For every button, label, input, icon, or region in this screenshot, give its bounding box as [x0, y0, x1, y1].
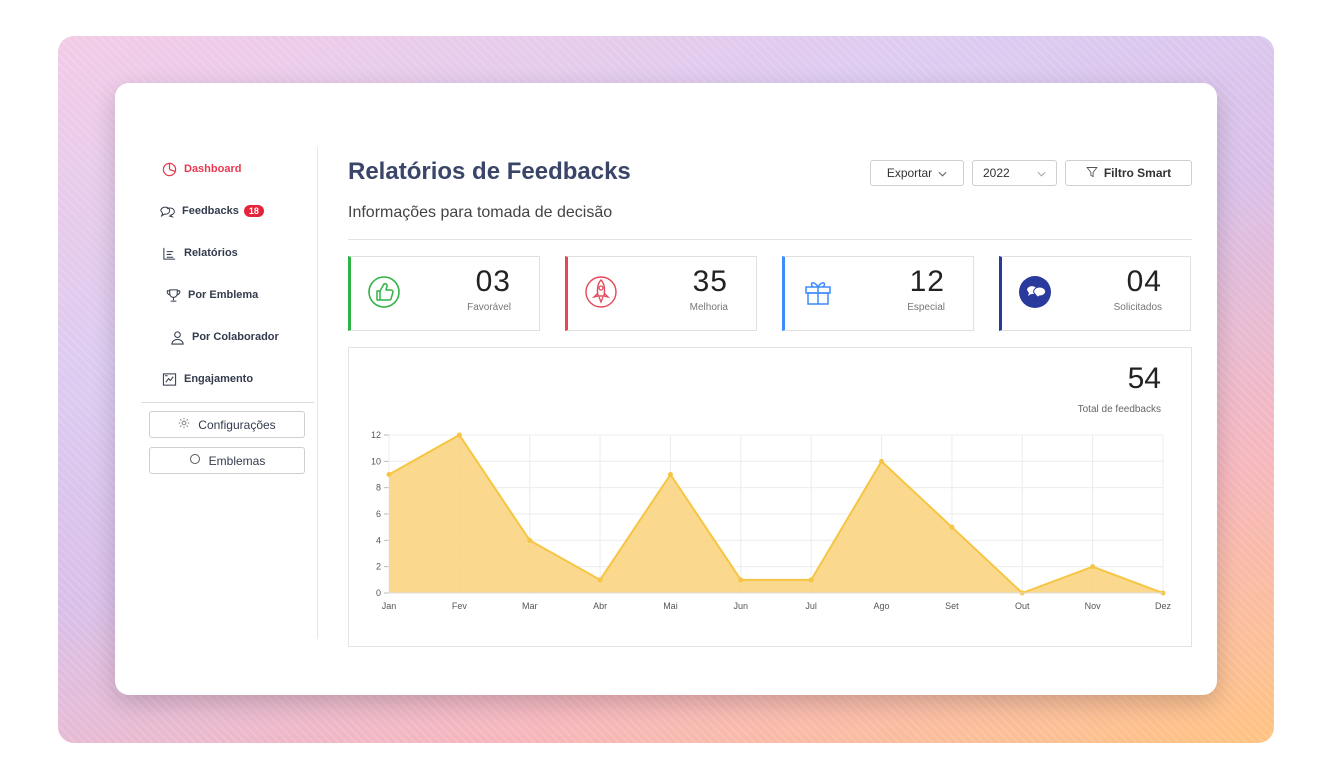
chevron-down-icon — [1037, 166, 1046, 180]
x-tick-label: Set — [945, 601, 959, 611]
x-tick-label: Out — [1015, 601, 1030, 611]
stat-value: 12 — [909, 265, 945, 298]
stat-label: Especial — [907, 302, 945, 313]
data-point — [597, 577, 603, 583]
data-point — [386, 472, 392, 477]
filter-label: Filtro Smart — [1103, 166, 1172, 180]
data-point — [949, 524, 955, 530]
sidebar-item-feedbacks[interactable]: Feedbacks 18 — [159, 203, 264, 219]
sidebar-item-relatorios[interactable]: Relatórios — [161, 245, 238, 261]
data-point — [738, 577, 744, 583]
emblemas-label: Emblemas — [208, 453, 266, 468]
stat-value: 35 — [692, 265, 728, 298]
user-icon — [169, 329, 185, 345]
data-point — [667, 472, 673, 477]
stat-card-especial: 12 Especial — [782, 256, 974, 331]
configuracoes-button[interactable]: Configurações — [149, 411, 305, 438]
data-point — [527, 537, 533, 543]
x-tick-label: Jun — [734, 601, 749, 611]
filter-smart-button[interactable]: Filtro Smart — [1065, 160, 1192, 186]
y-tick-label: 4 — [376, 535, 381, 545]
sidebar-border — [317, 147, 318, 639]
y-tick-label: 8 — [376, 483, 381, 493]
x-tick-label: Dez — [1155, 601, 1172, 611]
filter-icon — [1086, 166, 1098, 181]
pie-chart-icon — [161, 161, 177, 177]
year-select[interactable]: 2022 — [972, 160, 1057, 186]
sidebar-item-label: Feedbacks — [182, 205, 239, 217]
thumbs-up-icon — [367, 275, 401, 309]
circle-icon — [189, 453, 201, 468]
stat-card-melhoria: 35 Melhoria — [565, 256, 757, 331]
sidebar-item-dashboard[interactable]: Dashboard — [161, 161, 241, 177]
x-tick-label: Abr — [593, 601, 607, 611]
y-tick-label: 2 — [376, 562, 381, 572]
stat-value: 03 — [475, 265, 511, 298]
page-subtitle: Informações para tomada de decisão — [348, 204, 613, 221]
engagement-icon — [161, 371, 177, 387]
total-feedbacks-label: Total de feedbacks — [1077, 404, 1161, 415]
y-tick-label: 12 — [371, 430, 381, 440]
data-point — [456, 432, 462, 438]
notification-badge: 18 — [243, 205, 264, 217]
chat-bubbles-icon — [159, 203, 175, 219]
x-tick-label: Fev — [452, 601, 468, 611]
y-tick-label: 10 — [371, 456, 381, 466]
y-tick-label: 0 — [376, 588, 381, 598]
app-window: Dashboard Feedbacks 18 Relatórios Por Em… — [115, 83, 1217, 695]
x-tick-label: Nov — [1085, 601, 1102, 611]
stat-label: Melhoria — [689, 302, 728, 313]
year-value: 2022 — [983, 166, 1010, 180]
sidebar-item-label: Por Colaborador — [192, 331, 279, 343]
data-point — [808, 577, 814, 583]
chat-request-icon — [1018, 275, 1052, 309]
stat-card-solicitados: 04 Solicitados — [999, 256, 1191, 331]
sidebar-divider — [141, 402, 314, 403]
data-point — [1090, 564, 1096, 570]
series-area — [389, 435, 1163, 593]
sidebar-item-label: Por Emblema — [188, 289, 259, 301]
gear-icon — [178, 417, 190, 432]
trophy-icon — [165, 287, 181, 303]
x-tick-label: Ago — [874, 601, 890, 611]
sidebar-item-por-emblema[interactable]: Por Emblema — [165, 287, 258, 303]
x-tick-label: Mar — [522, 601, 538, 611]
y-tick-label: 6 — [376, 509, 381, 519]
stat-label: Solicitados — [1113, 302, 1162, 313]
stat-label: Favorável — [467, 302, 511, 313]
data-point — [879, 458, 885, 464]
emblemas-button[interactable]: Emblemas — [149, 447, 305, 474]
header-divider — [348, 239, 1192, 240]
rocket-icon — [584, 275, 618, 309]
stat-card-favoravel: 03 Favorável — [348, 256, 540, 331]
sidebar-item-label: Dashboard — [184, 163, 242, 175]
x-tick-label: Jan — [382, 601, 397, 611]
chevron-down-icon — [938, 166, 947, 180]
x-tick-label: Jul — [805, 601, 817, 611]
x-tick-label: Mai — [663, 601, 678, 611]
export-dropdown[interactable]: Exportar — [870, 160, 964, 186]
series-line — [388, 433, 1164, 595]
report-list-icon — [161, 245, 177, 261]
sidebar: Dashboard Feedbacks 18 Relatórios Por Em… — [115, 83, 317, 695]
sidebar-item-engajamento[interactable]: Engajamento — [161, 371, 253, 387]
stat-value: 04 — [1126, 265, 1162, 298]
sidebar-item-por-colaborador[interactable]: Por Colaborador — [169, 329, 279, 345]
feedbacks-area-chart: 0 2 4 6 8 10 12 Jan Fev Mar Abr Mai Jun Jul Ago Set Out N… — [371, 430, 1172, 611]
page-title: Relatórios de Feedbacks — [348, 158, 631, 185]
export-label: Exportar — [886, 166, 933, 180]
gift-icon — [801, 275, 835, 309]
configuracoes-label: Configurações — [198, 417, 276, 432]
chart-panel: 54 Total de feedbacks 0 2 4 6 8 10 12 Jan Fev Mar… — [348, 347, 1192, 647]
sidebar-item-label: Relatórios — [184, 247, 238, 259]
total-feedbacks-value: 54 — [1127, 362, 1161, 395]
sidebar-item-label: Engajamento — [184, 373, 254, 385]
